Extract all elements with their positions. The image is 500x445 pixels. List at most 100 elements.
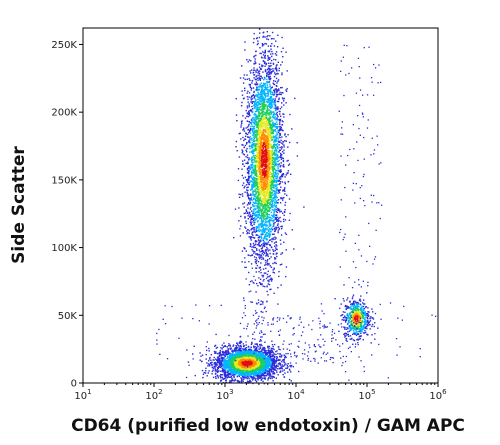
event-point — [259, 352, 262, 354]
event-point — [276, 356, 278, 358]
event-point — [269, 372, 271, 374]
event-point — [270, 356, 273, 358]
event-point — [212, 376, 215, 379]
event-point — [245, 357, 248, 359]
event-point — [257, 72, 259, 74]
event-point — [225, 363, 227, 366]
event-point — [204, 372, 207, 374]
event-point — [249, 202, 252, 204]
event-point — [265, 138, 267, 140]
event-point — [277, 131, 280, 134]
event-point — [284, 364, 286, 366]
event-point — [257, 365, 259, 368]
event-point — [246, 349, 249, 352]
event-point — [256, 37, 258, 39]
event-point — [265, 243, 268, 246]
event-point — [248, 362, 251, 364]
event-point — [263, 52, 265, 54]
event-point — [248, 381, 250, 383]
event-point — [280, 127, 282, 129]
event-point — [242, 357, 244, 359]
event-point — [242, 376, 244, 379]
event-point — [249, 367, 251, 369]
event-point — [273, 174, 275, 176]
event-point — [273, 160, 276, 163]
event-point — [277, 80, 279, 82]
event-point — [263, 350, 265, 352]
event-point — [251, 121, 253, 123]
event-point — [256, 218, 258, 220]
event-point — [226, 362, 229, 365]
event-point — [272, 82, 274, 84]
event-point — [253, 350, 256, 352]
event-point — [221, 344, 223, 346]
event-point — [267, 364, 269, 367]
event-point — [254, 357, 257, 360]
event-point — [264, 229, 266, 231]
event-point — [250, 97, 252, 99]
event-point — [260, 354, 262, 356]
event-point — [242, 354, 244, 356]
event-point — [256, 167, 258, 169]
event-point — [228, 345, 230, 347]
event-point — [244, 216, 246, 218]
event-point — [264, 185, 267, 187]
event-point — [265, 364, 267, 366]
event-point — [231, 371, 233, 373]
event-point — [266, 31, 268, 33]
event-point — [266, 352, 268, 354]
event-point — [239, 362, 241, 364]
event-point — [248, 59, 251, 61]
event-point — [222, 356, 224, 359]
event-point — [232, 367, 234, 369]
event-point — [272, 357, 274, 360]
event-point — [245, 352, 248, 355]
event-point — [270, 278, 272, 281]
event-point — [257, 368, 260, 371]
event-point — [262, 257, 264, 259]
event-point — [244, 350, 247, 352]
event-point — [284, 209, 286, 211]
event-point — [239, 355, 241, 357]
event-point — [257, 345, 259, 348]
event-point — [256, 145, 259, 148]
event-point — [250, 161, 253, 163]
event-point — [251, 365, 254, 367]
event-point — [244, 217, 246, 219]
event-point — [248, 367, 251, 370]
event-point — [259, 128, 262, 131]
event-point — [264, 360, 266, 362]
event-point — [245, 354, 247, 356]
event-point — [251, 375, 253, 378]
event-point — [253, 376, 255, 378]
event-point — [255, 347, 258, 349]
event-point — [237, 368, 240, 370]
event-point — [224, 377, 227, 379]
event-point — [256, 131, 258, 133]
event-point — [257, 261, 260, 263]
event-point — [264, 184, 267, 186]
event-point — [244, 364, 246, 366]
event-point — [240, 346, 242, 348]
event-point — [273, 225, 275, 227]
event-point — [238, 351, 240, 353]
event-point — [252, 359, 255, 362]
event-point — [236, 366, 238, 368]
event-point — [260, 196, 262, 198]
event-point — [261, 349, 263, 351]
event-point — [257, 194, 259, 196]
event-point — [265, 194, 267, 196]
event-point — [248, 197, 250, 199]
event-point — [276, 151, 278, 153]
event-point — [271, 174, 274, 177]
event-point — [250, 359, 252, 361]
event-point — [226, 374, 228, 377]
event-point — [214, 352, 217, 354]
event-point — [248, 105, 250, 107]
event-point — [255, 361, 257, 363]
event-point — [260, 330, 262, 332]
event-point — [270, 59, 273, 62]
event-point — [272, 367, 275, 369]
event-point — [264, 196, 266, 199]
event-point — [267, 345, 269, 347]
